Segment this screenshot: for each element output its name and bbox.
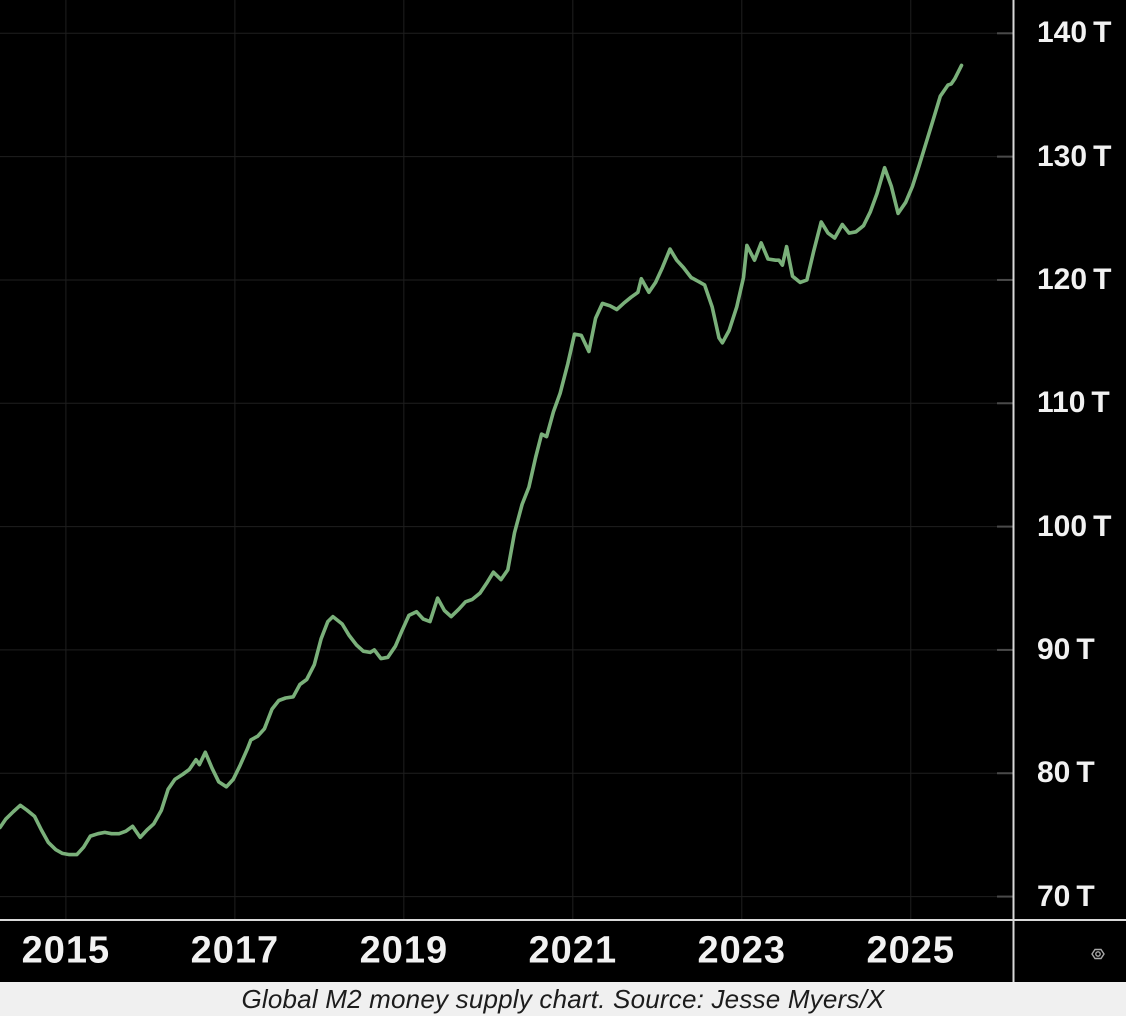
y-axis[interactable]: 140 T 130 T 120 T 110 T 100 T 90 T 80 T 70 T <box>1013 0 1126 982</box>
y-axis-label: 70 T <box>1037 879 1095 913</box>
m2-line-chart <box>0 0 1126 982</box>
gear-icon[interactable] <box>1090 946 1106 962</box>
x-axis-label: 2021 <box>528 929 618 972</box>
y-axis-label: 80 T <box>1037 756 1095 790</box>
y-axis-label: 130 T <box>1037 139 1112 173</box>
series-line <box>0 63 964 857</box>
caption-bar: Global M2 money supply chart. Source: Je… <box>0 982 1126 1016</box>
x-axis[interactable]: 2015 2017 2019 2021 2023 2025 <box>0 920 1013 982</box>
x-axis-label: 2017 <box>190 929 280 972</box>
x-axis-label: 2015 <box>21 929 111 972</box>
x-axis-label: 2019 <box>359 929 449 972</box>
chart-caption: Global M2 money supply chart. Source: Je… <box>241 983 885 1014</box>
x-axis-label: 2023 <box>697 929 787 972</box>
y-axis-label: 90 T <box>1037 632 1095 666</box>
x-axis-label: 2025 <box>866 929 956 972</box>
plot-area[interactable] <box>0 0 1126 982</box>
y-axis-label: 100 T <box>1037 509 1112 543</box>
y-axis-label: 120 T <box>1037 262 1112 296</box>
y-axis-label: 140 T <box>1037 16 1112 50</box>
y-axis-label: 110 T <box>1037 386 1110 420</box>
